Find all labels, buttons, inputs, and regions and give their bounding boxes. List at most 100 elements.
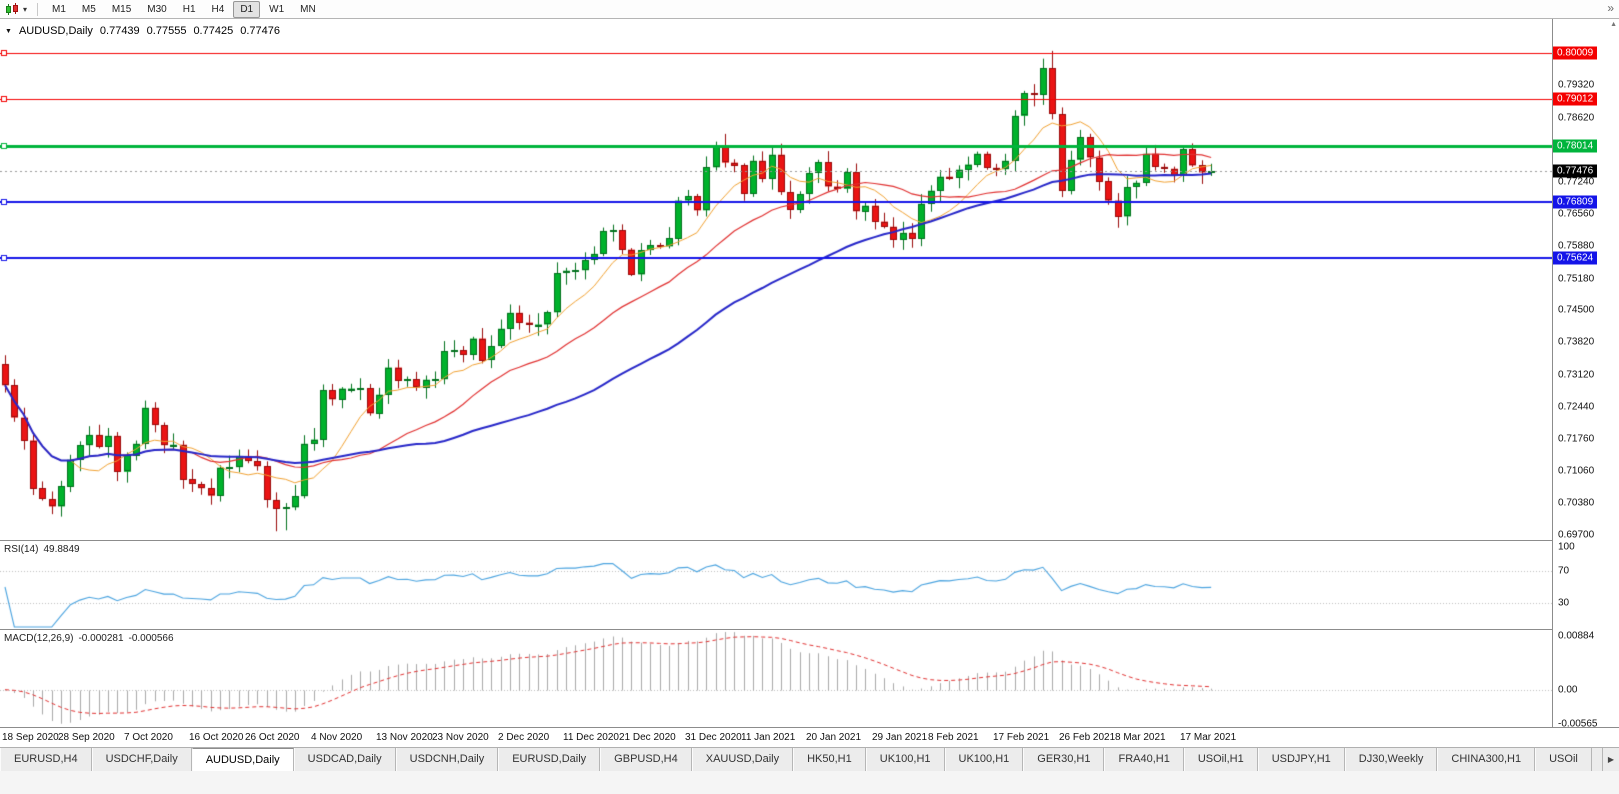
time-axis-label: 11 Jan 2021 — [741, 732, 796, 743]
timeframe-button-m5[interactable]: M5 — [81, 3, 96, 15]
chart-tab-uk100-h1[interactable]: UK100,H1 — [865, 748, 945, 771]
chart-tab-fra40-h1[interactable]: FRA40,H1 — [1104, 748, 1184, 771]
hline-price-tag: 0.79012 — [1553, 92, 1598, 106]
rsi-pane-resize-handle[interactable] — [0, 540, 1619, 541]
price-axis-tick: 0.72440 — [1558, 401, 1595, 413]
chart-tab-ger30-h1[interactable]: GER30,H1 — [1023, 748, 1105, 771]
rsi-value: 49.8849 — [43, 544, 80, 555]
axis-collapse-icon[interactable]: ▲ — [1610, 21, 1617, 28]
rsi-canvas[interactable] — [0, 541, 1552, 629]
chart-tabs-bar: EURUSD,H4 USDCHF,Daily AUDUSD,Daily USDCAD,… — [0, 747, 1619, 771]
rsi-name: RSI(14) — [4, 544, 39, 555]
timeframe-button-h1[interactable]: H1 — [182, 3, 196, 15]
symbol-marker-icon: ▼ — [5, 27, 12, 35]
price-axis-tick: 0.76560 — [1558, 208, 1595, 220]
chart-tab-eurusd-daily[interactable]: EURUSD,Daily — [498, 748, 601, 771]
macd-signal-value: -0.000566 — [128, 633, 174, 644]
price-axis-tick: 0.78620 — [1558, 112, 1595, 124]
candlestick-icon — [6, 2, 18, 15]
price-axis-tick: 0.70380 — [1558, 497, 1595, 509]
chart-type-dropdown-caret-icon[interactable]: ▾ — [23, 4, 28, 14]
timeframe-button-w1[interactable]: W1 — [269, 3, 285, 15]
price-axis-tick: 0.73120 — [1558, 369, 1595, 381]
price-chart-pane[interactable]: ▼ AUDUSD,Daily 0.77439 0.77555 0.77425 0… — [0, 19, 1552, 540]
chart-tab-china300-h1[interactable]: CHINA300,H1 — [1437, 748, 1536, 771]
toolbar-separator — [37, 2, 39, 16]
time-axis-label: 28 Sep 2020 — [58, 732, 115, 743]
price-axis-tick: 0.71760 — [1558, 433, 1595, 445]
timeframe-button-m30[interactable]: M30 — [147, 3, 167, 15]
chart-tab-usdchf-daily[interactable]: USDCHF,Daily — [91, 748, 192, 771]
chart-tabs-list: EURUSD,H4 USDCHF,Daily AUDUSD,Daily USDCAD,… — [0, 748, 1600, 771]
rsi-label: RSI(14) 49.8849 — [4, 544, 80, 555]
timeframe-button-m1[interactable]: M1 — [52, 3, 66, 15]
chart-tab-xauusd-daily[interactable]: XAUUSD,Daily — [691, 748, 794, 771]
timeframe-button-mn[interactable]: MN — [300, 3, 316, 15]
time-axis-label: 23 Nov 2020 — [432, 732, 489, 743]
tab-scroll-right-icon[interactable]: ▶ — [1602, 748, 1619, 771]
timeframe-toolbar: ▾ M1 M5 M15 M30 H1 H4 D1 W1 MN » — [0, 0, 1619, 19]
price-axis-tick: 0.73820 — [1558, 336, 1595, 348]
time-axis-label: 4 Nov 2020 — [311, 732, 363, 743]
ohlc-low-value: 0.77425 — [193, 25, 234, 37]
time-axis-label: 11 Dec 2020 — [563, 732, 619, 743]
price-axis-tick: 0.77240 — [1558, 176, 1595, 188]
time-axis-label: 17 Feb 2021 — [993, 732, 1050, 743]
time-axis-label: 13 Nov 2020 — [376, 732, 433, 743]
time-axis-label: 18 Sep 2020 — [2, 732, 59, 743]
hline-price-tag: 0.75624 — [1553, 251, 1598, 265]
time-axis-label: 16 Oct 2020 — [189, 732, 244, 743]
hline-price-tag: 0.78014 — [1553, 139, 1598, 153]
chart-tab-usdcnh-daily[interactable]: USDCNH,Daily — [395, 748, 499, 771]
hline-price-tag: 0.76809 — [1553, 195, 1598, 209]
timeframe-button-d1[interactable]: D1 — [233, 0, 261, 18]
price-axis-tick: 0.69700 — [1558, 529, 1595, 541]
price-axis[interactable]: ▲ 0.793200.786200.779300.772400.765600.7… — [1552, 19, 1619, 730]
chart-tab-gbpusd-h4[interactable]: GBPUSD,H4 — [600, 748, 692, 771]
timeframe-button-group: M1 M5 M15 M30 H1 H4 D1 W1 MN — [44, 0, 324, 18]
timeframe-button-m15[interactable]: M15 — [111, 3, 132, 15]
rsi-axis-tick: 30 — [1558, 597, 1570, 609]
rsi-indicator-pane[interactable]: RSI(14) 49.8849 — [0, 541, 1552, 629]
price-chart-canvas[interactable] — [0, 19, 1552, 540]
time-axis-label: 26 Feb 2021 — [1059, 732, 1116, 743]
chart-tab-uk100-h1[interactable]: UK100,H1 — [944, 748, 1024, 771]
ohlc-open-value: 0.77439 — [99, 25, 140, 37]
macd-axis-tick: 0.00884 — [1558, 630, 1595, 642]
time-axis-label: 26 Oct 2020 — [245, 732, 300, 743]
macd-name: MACD(12,26,9) — [4, 633, 74, 644]
chart-tab-usoil-h1[interactable]: USOil,H1 — [1183, 748, 1258, 771]
chart-tab-dj30-weekly[interactable]: DJ30,Weekly — [1344, 748, 1438, 771]
chart-tab-eurusd-h4[interactable]: EURUSD,H4 — [0, 748, 92, 771]
chart-tab-usdcad-daily[interactable]: USDCAD,Daily — [293, 748, 396, 771]
macd-canvas[interactable] — [0, 630, 1552, 727]
chart-type-icon[interactable] — [5, 2, 19, 16]
toolbar-overflow-icon[interactable]: » — [1607, 1, 1614, 15]
hline-price-tag: 0.80009 — [1553, 46, 1598, 60]
macd-axis-tick: 0.00 — [1558, 684, 1578, 696]
ohlc-high-value: 0.77555 — [146, 25, 187, 37]
chart-tab-audusd-daily[interactable]: AUDUSD,Daily — [191, 748, 294, 771]
macd-label: MACD(12,26,9) -0.000281 -0.000566 — [4, 633, 174, 644]
time-axis[interactable]: 18 Sep 2020 28 Sep 2020 7 Oct 2020 16 Oct 2… — [0, 728, 1619, 747]
macd-indicator-pane[interactable]: MACD(12,26,9) -0.000281 -0.000566 — [0, 630, 1552, 727]
time-axis-label: 8 Mar 2021 — [1115, 732, 1166, 743]
time-axis-label: 17 Mar 2021 — [1180, 732, 1237, 743]
chart-tab-hk50-h1[interactable]: HK50,H1 — [793, 748, 866, 771]
current-price-tag: 0.77476 — [1553, 164, 1598, 178]
time-axis-separator — [0, 727, 1619, 728]
price-axis-tick: 0.79320 — [1558, 79, 1595, 91]
macd-pane-resize-handle[interactable] — [0, 629, 1619, 630]
time-axis-label: 2 Dec 2020 — [498, 732, 550, 743]
chart-tab-usdjpy-h1[interactable]: USDJPY,H1 — [1257, 748, 1345, 771]
timeframe-button-h4[interactable]: H4 — [211, 3, 225, 15]
macd-main-value: -0.000281 — [78, 633, 124, 644]
chart-ohlc-header: ▼ AUDUSD,Daily 0.77439 0.77555 0.77425 0… — [5, 25, 280, 37]
price-axis-tick: 0.75180 — [1558, 273, 1595, 285]
price-axis-tick: 0.71060 — [1558, 465, 1595, 477]
chart-symbol-label: AUDUSD,Daily — [18, 25, 93, 37]
time-axis-label: 21 Dec 2020 — [619, 732, 676, 743]
macd-axis-tick: -0.00565 — [1558, 718, 1598, 730]
chart-tab-usoil[interactable]: USOil — [1535, 748, 1592, 771]
